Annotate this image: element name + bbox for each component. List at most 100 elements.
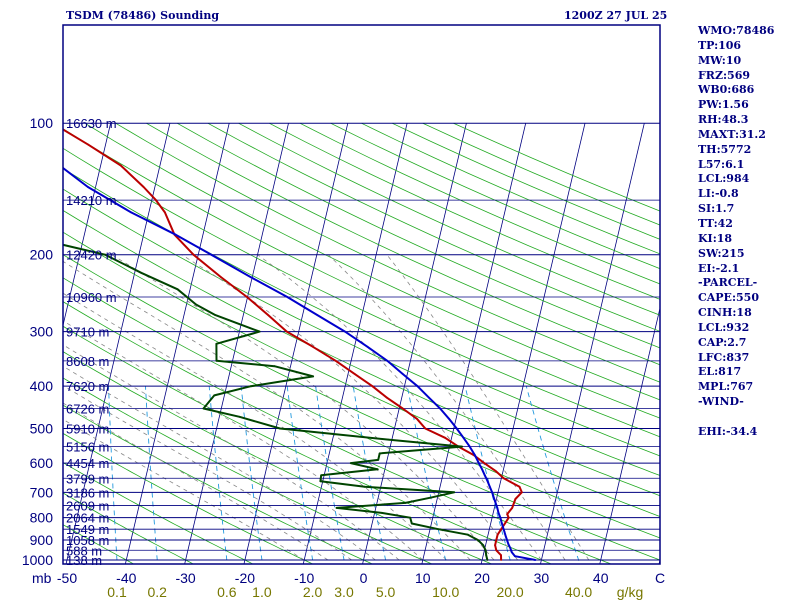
dewpoint-point	[312, 375, 314, 378]
parcel-point	[502, 526, 504, 528]
pressure-label: 300	[30, 324, 54, 340]
dry-adiabat-line	[63, 254, 660, 539]
parcel-point	[174, 233, 177, 236]
temperature-point	[192, 253, 195, 256]
temperature-point	[401, 407, 404, 410]
moist-adiabat-line	[63, 320, 424, 561]
dry-adiabat-line	[63, 351, 493, 564]
dewpoint-point	[202, 407, 205, 410]
parcel-point	[503, 530, 506, 533]
height-label: 3799 m	[66, 471, 109, 486]
parcel-point	[87, 186, 89, 188]
index-item: LI:-0.8	[698, 187, 739, 201]
temperature-point	[520, 491, 523, 494]
parcel-point	[492, 496, 495, 499]
dry-adiabat-line	[63, 462, 254, 564]
dry-adiabat-line	[63, 301, 613, 564]
parcel-point	[428, 396, 430, 399]
mixing-ratio-tick-label: 40.0	[565, 584, 592, 600]
dewpoint-point	[376, 468, 379, 471]
dewpoint-point	[140, 271, 143, 274]
dewpoint-point	[16, 212, 18, 214]
dewpoint-point	[387, 438, 390, 441]
parcel-point	[507, 543, 510, 546]
parcel-point	[494, 502, 497, 504]
temperature-point	[500, 559, 502, 561]
temperature-point	[518, 485, 521, 488]
temperature-point	[483, 462, 486, 464]
temperature-point	[371, 385, 374, 388]
parcel-point	[488, 485, 491, 488]
isobar-lines	[63, 122, 660, 561]
temperature-point	[507, 516, 510, 519]
height-label: 2609 m	[66, 498, 109, 513]
index-item: FRZ:569	[698, 68, 751, 82]
height-label: 14210 m	[66, 193, 117, 208]
parcel-point	[486, 480, 489, 483]
pressure-label: 400	[30, 378, 54, 394]
dewpoint-point	[467, 533, 469, 536]
moist-adiabat-line	[327, 254, 566, 561]
index-item: SW:215	[698, 246, 745, 260]
mixing-ratio-line	[208, 386, 228, 564]
parcel-point	[316, 314, 319, 316]
index-item	[698, 410, 774, 425]
dewpoint-point	[195, 303, 197, 306]
index-item: CAPE:550	[698, 291, 759, 305]
index-item: MPL:767	[698, 380, 754, 394]
parcel-point	[416, 385, 419, 388]
temperature-tick-label: -10	[294, 570, 314, 586]
x-axis-unit: C	[655, 570, 665, 586]
mixing-ratio-tick-label: 20.0	[496, 584, 523, 600]
index-item: -WIND-	[698, 395, 744, 409]
mixing-ratio-line	[286, 386, 314, 564]
dewpoint-point	[484, 549, 487, 552]
index-item: RH:48.3	[698, 113, 749, 127]
parcel-point	[401, 373, 404, 375]
parcel-point	[504, 534, 507, 537]
dewpoint-point	[273, 365, 276, 368]
index-item: TT:42	[698, 216, 733, 230]
height-label: 1549 m	[66, 522, 109, 537]
dry-adiabat-line	[63, 492, 195, 564]
dry-adiabat-line	[63, 377, 433, 564]
temperature-point	[494, 544, 496, 547]
parcel-point	[497, 512, 500, 514]
height-label: 8608 m	[66, 354, 109, 369]
height-label: 5156 m	[66, 440, 109, 455]
index-item: LCL:984	[698, 172, 750, 186]
dewpoint-point	[380, 512, 383, 514]
dewpoint-point	[104, 253, 106, 256]
parcel-point	[483, 474, 486, 477]
height-label: 3186 m	[66, 485, 109, 500]
mixing-ratio-tick-label: 10.0	[432, 584, 459, 600]
height-label: 16630 m	[66, 116, 117, 131]
height-label: 7620 m	[66, 379, 109, 394]
index-item: CINH:18	[698, 306, 752, 320]
dewpoint-point	[215, 342, 218, 345]
temperature-point	[444, 436, 446, 439]
index-item: SI:1.7	[698, 202, 735, 216]
index-item: LFC:837	[698, 350, 750, 364]
y-axis-unit: mb	[32, 570, 52, 586]
parcel-point	[477, 462, 480, 464]
dewpoint-point	[335, 507, 338, 509]
dry-adiabat-line	[63, 167, 660, 457]
temperature-point	[312, 345, 314, 348]
mixing-ratio-tick-label: 0.2	[147, 584, 167, 600]
parcel-point	[496, 507, 499, 509]
index-item: PW:1.56	[698, 98, 749, 112]
parcel-point	[344, 330, 346, 333]
temperature-point	[155, 199, 157, 202]
moist-adiabat-line	[63, 402, 329, 561]
isotherm-line	[362, 123, 467, 564]
temperature-point	[119, 164, 122, 167]
temperature-tick-label: 40	[593, 570, 609, 586]
temperature-point	[246, 296, 248, 298]
temperature-point	[142, 186, 145, 188]
temperature-point	[496, 533, 499, 536]
plot-frame	[62, 24, 661, 565]
dewpoint-point	[482, 544, 485, 547]
dewpoint-point	[485, 554, 488, 557]
